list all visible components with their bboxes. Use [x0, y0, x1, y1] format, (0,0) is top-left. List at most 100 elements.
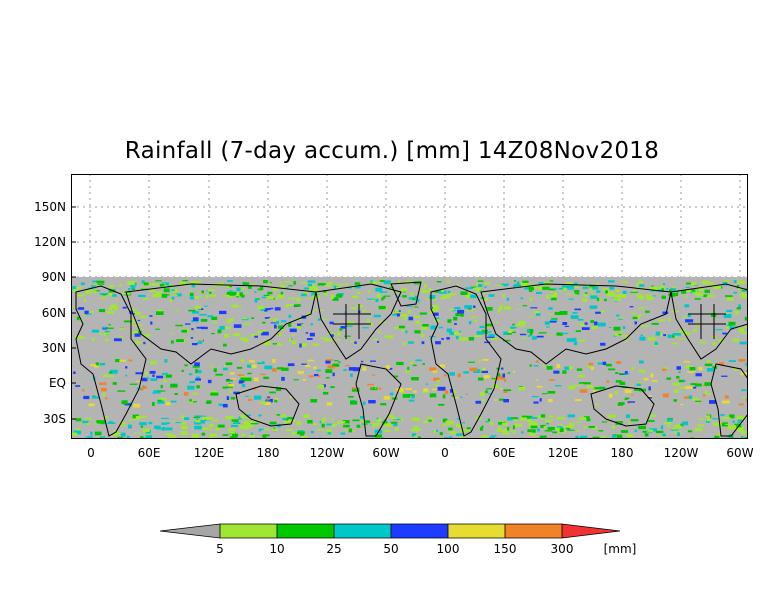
rainfall-cell — [149, 289, 155, 292]
rainfall-cell — [407, 309, 411, 314]
rainfall-cell — [443, 374, 447, 377]
rainfall-cell — [347, 321, 355, 325]
rainfall-cell — [194, 420, 201, 425]
rainfall-cell — [352, 295, 359, 299]
rainfall-cell — [453, 390, 458, 393]
rainfall-cell — [96, 420, 102, 424]
rainfall-cell — [549, 313, 554, 315]
rainfall-cell — [282, 417, 289, 421]
rainfall-cell — [693, 329, 698, 332]
rainfall-cell — [273, 298, 279, 300]
rainfall-cell — [448, 427, 453, 431]
rainfall-cell — [382, 296, 386, 299]
rainfall-cell — [482, 359, 489, 361]
rainfall-cell — [476, 289, 479, 292]
rainfall-cell — [198, 339, 204, 341]
rainfall-cell — [578, 417, 587, 420]
rainfall-cell — [684, 304, 690, 308]
rainfall-cell — [284, 281, 291, 283]
rainfall-cell — [556, 431, 561, 434]
rainfall-cell — [454, 307, 461, 310]
rainfall-cell — [189, 296, 194, 300]
rainfall-cell — [550, 291, 553, 293]
x-tick-label: 120W — [663, 446, 699, 460]
rainfall-cell — [202, 416, 207, 419]
rainfall-cell — [595, 311, 601, 314]
rainfall-cell — [285, 287, 289, 289]
rainfall-cell — [96, 280, 105, 284]
rainfall-cell — [733, 291, 737, 294]
rainfall-cell — [394, 309, 399, 312]
rainfall-cell — [601, 421, 608, 423]
rainfall-cell — [337, 421, 343, 424]
rainfall-cell — [527, 335, 531, 337]
rainfall-cell — [578, 382, 587, 384]
rainfall-cell — [690, 290, 699, 294]
rainfall-cell — [117, 390, 126, 392]
rainfall-cell — [250, 432, 253, 436]
rainfall-cell — [592, 426, 598, 430]
rainfall-cell — [394, 427, 399, 431]
rainfall-cell — [99, 293, 108, 295]
rainfall-cell — [333, 284, 338, 289]
rainfall-cell — [446, 328, 452, 333]
rainfall-cell — [637, 281, 640, 284]
rainfall-cell — [373, 314, 381, 318]
rainfall-cell — [469, 367, 478, 372]
y-tick-label: 120N — [34, 235, 66, 249]
rainfall-cell — [130, 285, 136, 289]
colorbar-label: 50 — [383, 542, 399, 556]
rainfall-cell — [643, 378, 649, 381]
rainfall-cell — [238, 381, 243, 384]
rainfall-cell — [105, 397, 108, 400]
rainfall-cell — [516, 324, 520, 327]
rainfall-cell — [135, 372, 144, 375]
rainfall-cell — [685, 286, 690, 288]
rainfall-cell — [481, 370, 488, 373]
rainfall-cell — [501, 283, 509, 286]
rainfall-cell — [555, 385, 562, 387]
rainfall-cell — [647, 397, 652, 399]
rainfall-cell — [108, 307, 113, 311]
rainfall-cell — [110, 304, 118, 308]
rainfall-cell — [503, 389, 512, 392]
rainfall-cell — [109, 284, 115, 288]
rainfall-cell — [535, 313, 541, 316]
rainfall-cell — [143, 334, 151, 337]
rainfall-cell — [231, 378, 237, 380]
rainfall-cell — [133, 419, 137, 421]
rainfall-cell — [673, 399, 677, 402]
rainfall-cell — [634, 429, 637, 432]
rainfall-cell — [671, 310, 680, 313]
rainfall-cell — [687, 430, 693, 433]
rainfall-cell — [479, 392, 485, 396]
rainfall-cell — [538, 282, 545, 285]
rainfall-cell — [606, 363, 612, 367]
rainfall-cell — [272, 343, 278, 345]
rainfall-cell — [135, 416, 141, 420]
rainfall-cell — [455, 313, 460, 317]
rainfall-cell — [298, 430, 304, 432]
rainfall-cell — [233, 391, 240, 395]
rainfall-cell — [484, 297, 488, 301]
rainfall-cell — [270, 307, 274, 310]
rainfall-cell — [693, 386, 697, 389]
rainfall-cell — [192, 343, 198, 346]
rainfall-cell — [550, 294, 558, 298]
rainfall-cell — [449, 436, 453, 440]
rainfall-cell — [468, 292, 473, 294]
rainfall-cell — [604, 298, 607, 302]
rainfall-cell — [428, 419, 432, 422]
rainfall-cell — [485, 390, 488, 394]
rainfall-cell — [108, 371, 113, 374]
rainfall-cell — [660, 436, 665, 438]
rainfall-cell — [106, 311, 115, 314]
rainfall-cell — [318, 309, 324, 311]
rainfall-cell — [507, 372, 511, 374]
rainfall-cell — [681, 290, 687, 294]
rainfall-cell — [256, 331, 263, 333]
rainfall-cell — [592, 286, 599, 290]
rainfall-cell — [155, 280, 162, 282]
rainfall-cell — [692, 292, 701, 294]
rainfall-cell — [343, 369, 347, 371]
